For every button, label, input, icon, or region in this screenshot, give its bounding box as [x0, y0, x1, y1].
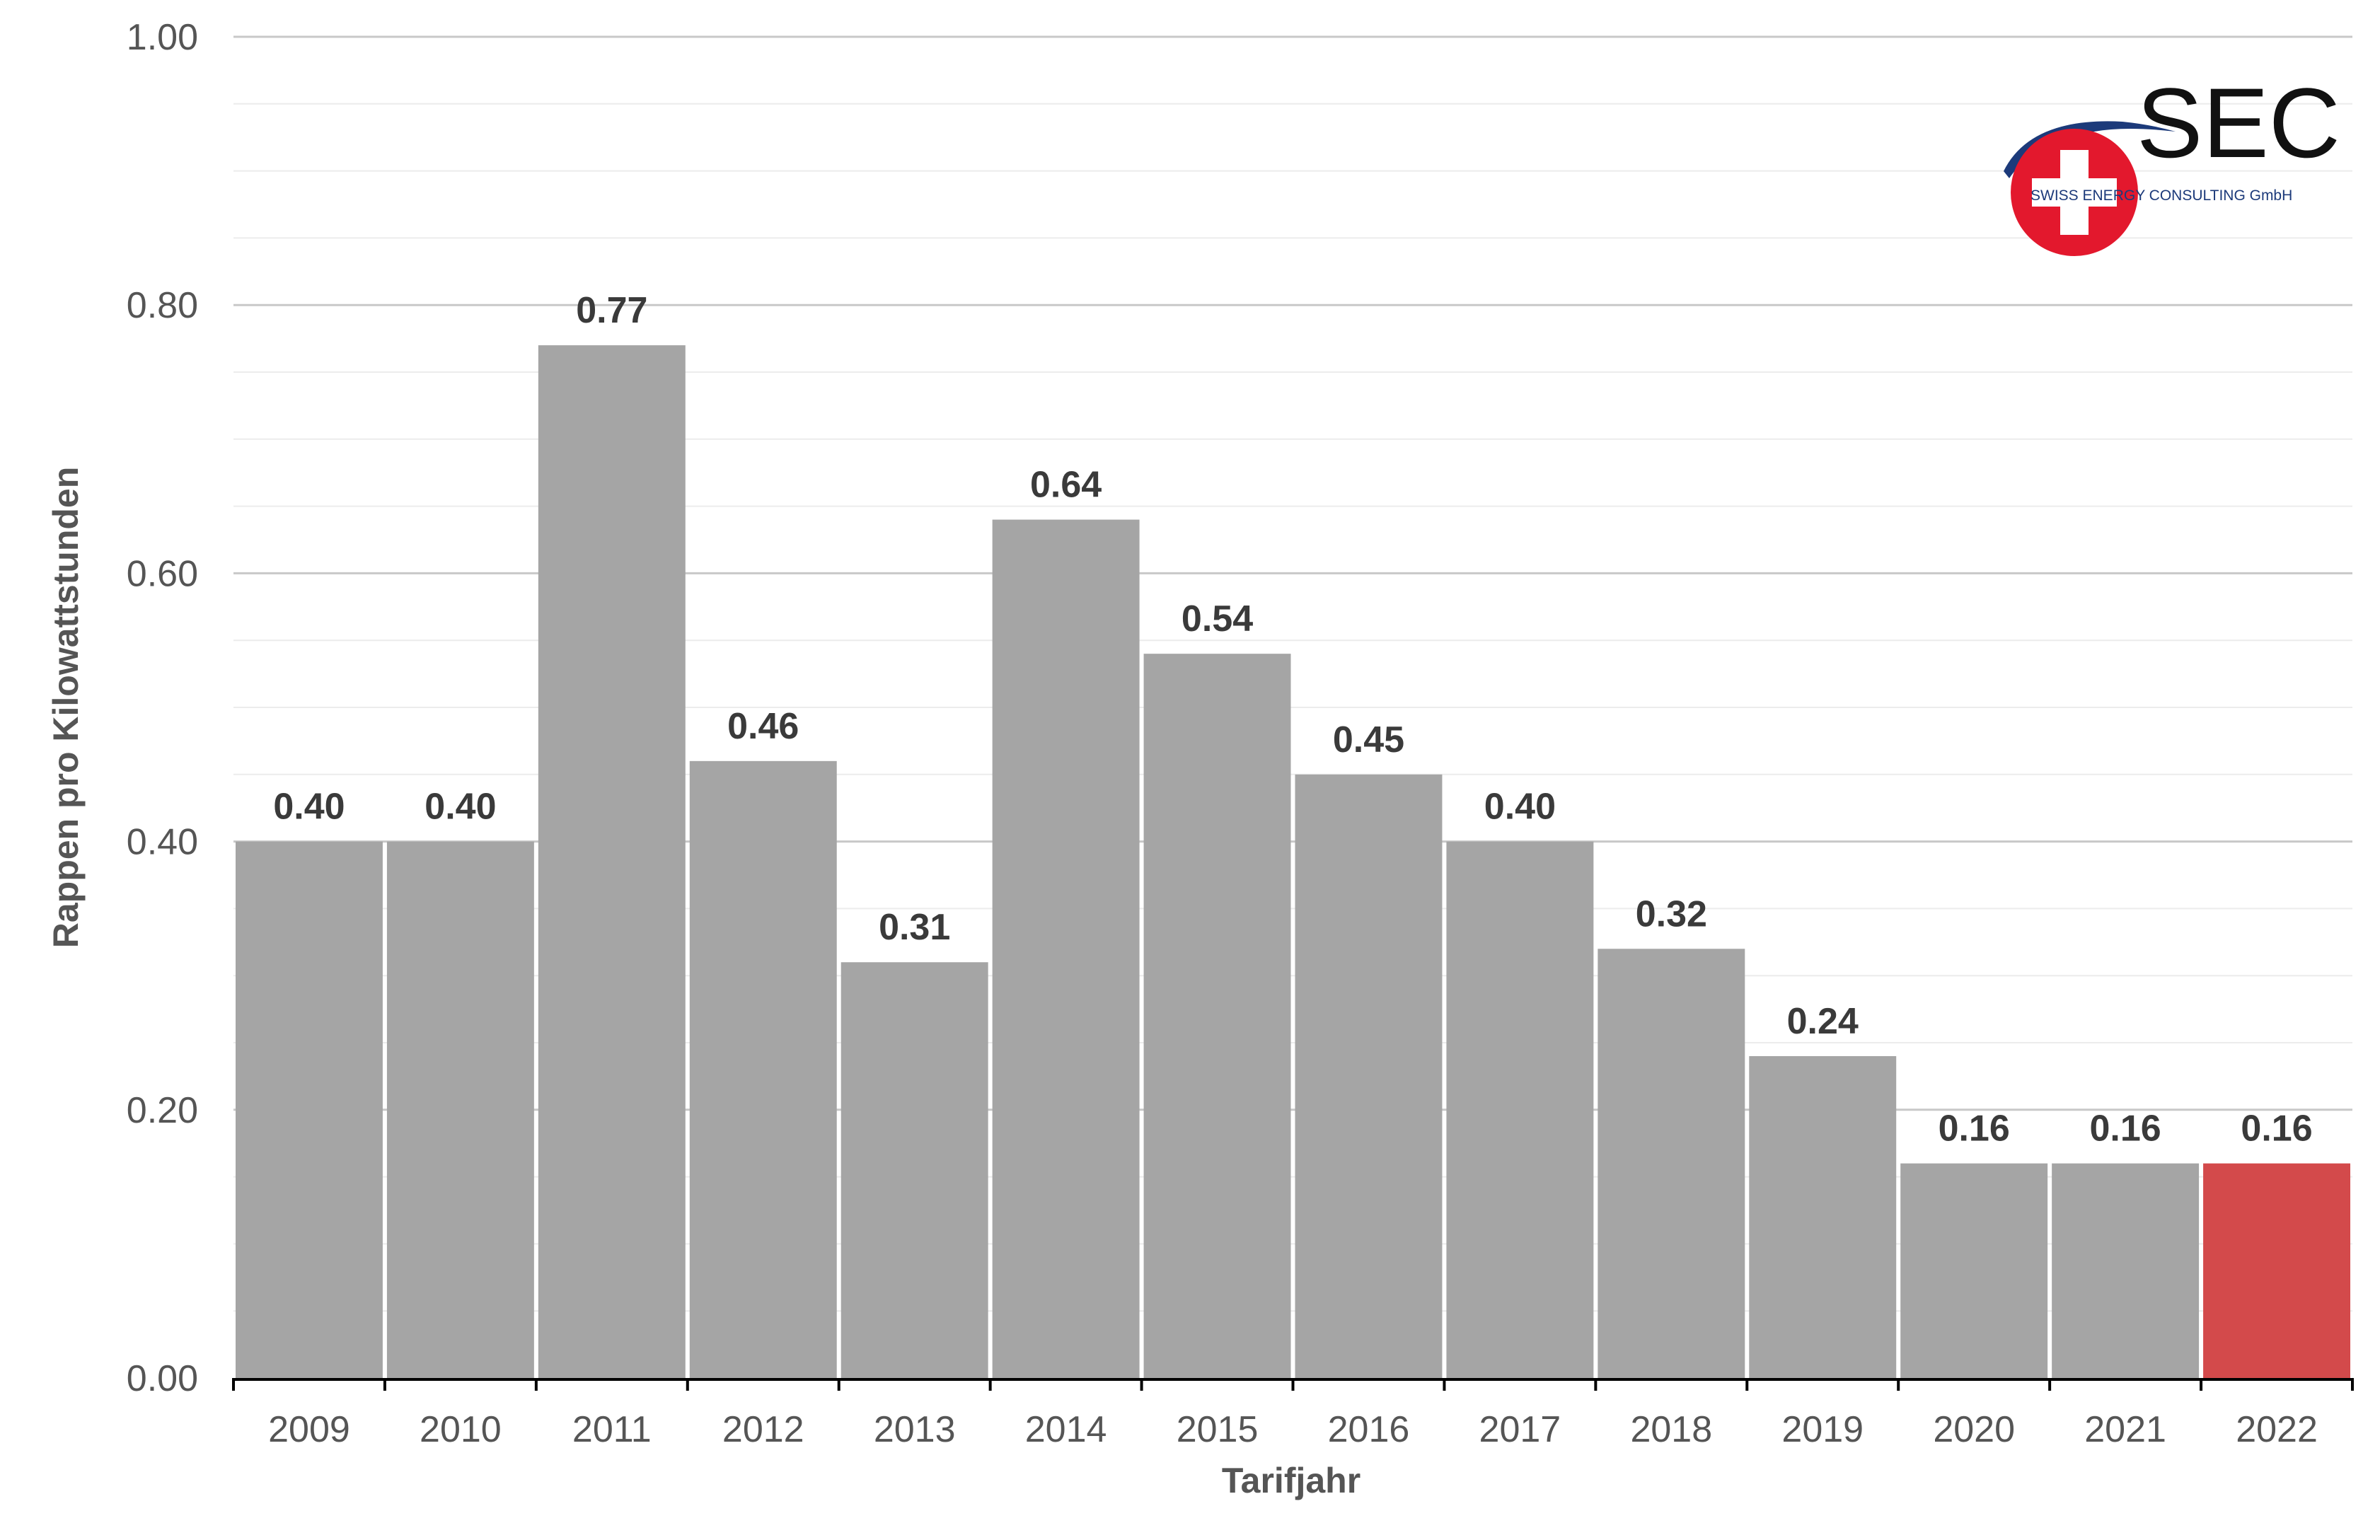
x-tick-label: 2009 — [268, 1409, 350, 1450]
x-tick-label: 2013 — [874, 1409, 956, 1450]
bar-2020 — [1900, 1163, 2048, 1378]
x-axis-title: Tarifjahr — [1222, 1461, 1361, 1500]
x-tick-label: 2016 — [1328, 1409, 1410, 1450]
logo-title: SEC — [2137, 67, 2340, 178]
bar-2019 — [1749, 1055, 1897, 1378]
bar-2022 — [2203, 1163, 2350, 1378]
data-labels: 0.40 0.40 0.77 0.46 0.31 0.64 0.54 0.45 0.40 0.32… — [273, 290, 2312, 1150]
x-tick-label: 2010 — [420, 1409, 502, 1450]
y-tick-label: 1.00 — [127, 17, 198, 58]
logo-cross-horizontal — [2032, 178, 2117, 207]
data-label-2011: 0.77 — [576, 290, 647, 331]
sec-logo: SEC SWISS ENERGY CONSULTING GmbH — [2004, 67, 2340, 256]
data-label-2013: 0.31 — [879, 907, 950, 948]
x-tick-label: 2018 — [1630, 1409, 1712, 1450]
data-label-2020: 0.16 — [1939, 1108, 2010, 1150]
bars — [236, 345, 2350, 1379]
x-tick-label: 2011 — [572, 1409, 652, 1450]
bar-2011 — [538, 345, 686, 1379]
y-tick-label: 0.60 — [127, 553, 198, 594]
x-tick-label: 2020 — [1933, 1409, 2015, 1450]
bar-2017 — [1446, 841, 1594, 1378]
data-label-2016: 0.45 — [1333, 719, 1404, 760]
x-tick-label: 2017 — [1479, 1409, 1561, 1450]
data-label-2010: 0.40 — [424, 787, 496, 828]
data-label-2014: 0.64 — [1030, 465, 1102, 506]
bar-2014 — [992, 519, 1140, 1378]
x-tick-label: 2022 — [2236, 1409, 2318, 1450]
bar-2018 — [1598, 949, 1745, 1378]
data-label-2012: 0.46 — [727, 706, 799, 747]
y-axis-ticks: 0.00 0.20 0.40 0.60 0.80 1.00 — [127, 17, 198, 1399]
data-label-2015: 0.54 — [1182, 598, 1253, 639]
data-label-2022: 0.16 — [2241, 1108, 2312, 1150]
x-tick-label: 2012 — [722, 1409, 804, 1450]
y-tick-label: 0.80 — [127, 285, 198, 326]
swiss-cross-icon — [2004, 121, 2176, 256]
y-tick-label: 0.00 — [127, 1358, 198, 1399]
bar-2021 — [2052, 1163, 2200, 1378]
x-tick-label: 2015 — [1177, 1409, 1259, 1450]
x-tick-label: 2014 — [1025, 1409, 1107, 1450]
bar-2016 — [1295, 774, 1443, 1378]
data-label-2018: 0.32 — [1636, 893, 1707, 934]
y-tick-label: 0.20 — [127, 1090, 198, 1131]
x-tick-label: 2019 — [1781, 1409, 1864, 1450]
data-label-2021: 0.16 — [2089, 1108, 2161, 1150]
bar-2009 — [236, 841, 383, 1378]
bar-2010 — [386, 841, 534, 1378]
bar-2012 — [689, 760, 837, 1378]
data-label-2019: 0.24 — [1787, 1001, 1859, 1042]
logo-subtitle: SWISS ENERGY CONSULTING GmbH — [2030, 187, 2292, 204]
bar-2015 — [1143, 654, 1291, 1378]
data-label-2009: 0.40 — [273, 787, 345, 828]
data-label-2017: 0.40 — [1484, 787, 1556, 828]
y-tick-label: 0.40 — [127, 822, 198, 863]
bar-2013 — [840, 962, 988, 1378]
y-axis-title: Rappen pro Kilowattstunden — [46, 467, 86, 949]
x-tick-label: 2021 — [2084, 1409, 2166, 1450]
x-axis-ticks: 2009 2010 2011 2012 2013 2014 2015 2016 2017 2018… — [232, 1378, 2354, 1450]
